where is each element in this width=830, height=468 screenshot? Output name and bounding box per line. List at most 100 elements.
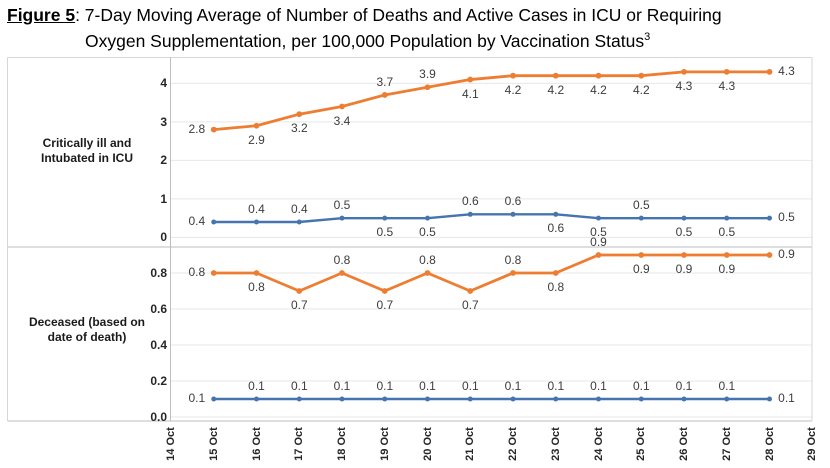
data-point-marker-orange [766, 252, 773, 258]
data-label: 3.4 [333, 113, 351, 128]
data-label: 0.6 [504, 194, 522, 209]
x-tick-label: 27 Oct [720, 427, 733, 461]
data-label: 4.3 [718, 78, 736, 93]
data-point-marker-orange [467, 76, 474, 83]
x-tick-label: 14 Oct [165, 427, 177, 461]
data-point-marker-orange [210, 126, 217, 133]
data-point-marker-orange [467, 288, 474, 294]
data-label: 0.1 [461, 379, 479, 393]
figure-label: Figure 5 [7, 5, 76, 25]
data-point-marker-orange [253, 122, 260, 129]
figure-footnote-marker: 3 [644, 31, 651, 43]
data-point-marker-blue [254, 396, 259, 402]
data-label: 0.5 [718, 225, 736, 240]
data-point-marker-blue [510, 211, 516, 217]
data-label: 0.9 [632, 262, 650, 276]
y-tick-label: 0 [160, 230, 167, 245]
x-tick-label: 20 Oct [421, 427, 434, 461]
data-point-marker-blue [467, 211, 473, 217]
series-line-deceased-orange [212, 253, 771, 293]
data-label: 3.2 [290, 121, 308, 136]
data-point-marker-orange [638, 252, 645, 258]
data-point-marker-blue [211, 396, 217, 402]
data-point-marker-blue [382, 396, 388, 402]
x-tick-label: 29 Oct [806, 427, 819, 461]
y-tick-label: 2 [160, 153, 167, 168]
data-label: 4.2 [632, 82, 650, 97]
data-point-marker-orange [296, 288, 303, 294]
y-tick-label: 0.4 [150, 338, 167, 352]
data-label: 0.1 [718, 379, 736, 393]
data-label: 0.1 [632, 379, 650, 393]
data-point-marker-blue [724, 215, 730, 221]
data-point-marker-blue [211, 219, 217, 225]
y-tick-label: 0.6 [150, 302, 167, 316]
row-label-icu: Critically ill and Intubated in ICU [41, 136, 133, 165]
x-tick-label: 25 Oct [635, 427, 648, 461]
data-label: 0.4 [290, 202, 308, 216]
data-label: 0.5 [632, 198, 650, 213]
data-label: 2.8 [188, 121, 206, 136]
data-label: 0.4 [248, 202, 265, 216]
data-point-marker-orange [381, 92, 388, 98]
data-point-marker-orange [681, 252, 687, 258]
x-tick-label: 19 Oct [378, 427, 391, 461]
data-point-marker-orange [296, 111, 303, 118]
data-point-marker-blue [553, 396, 559, 402]
data-label: 0.1 [376, 379, 394, 393]
x-tick-label: 26 Oct [678, 427, 690, 461]
y-tick-label: 0.0 [150, 410, 167, 424]
data-label: 0.1 [419, 379, 436, 393]
data-point-marker-blue [681, 215, 687, 221]
x-tick-label: 24 Oct [592, 427, 605, 461]
x-tick-label: 17 Oct [293, 427, 306, 461]
data-point-marker-blue [510, 396, 516, 402]
data-point-marker-orange [766, 68, 773, 75]
data-label: 0.5 [590, 225, 607, 240]
data-point-marker-blue [296, 396, 302, 402]
data-point-marker-orange [253, 270, 260, 276]
data-label: 2.9 [248, 132, 265, 147]
data-label: 3.9 [419, 67, 436, 82]
data-label: 0.1 [188, 391, 206, 405]
x-tick-label: 18 Oct [336, 427, 348, 461]
data-label: 0.4 [188, 214, 206, 228]
data-label: 4.1 [461, 86, 479, 101]
data-label: 3.7 [376, 74, 394, 89]
data-label: 0.8 [188, 265, 206, 279]
data-label: 0.8 [333, 253, 351, 267]
data-point-marker-orange [595, 252, 602, 258]
data-point-marker-orange [424, 270, 431, 276]
data-label: 0.9 [590, 235, 607, 249]
data-point-marker-blue [596, 396, 601, 402]
data-label: 0.7 [461, 298, 479, 312]
data-point-marker-blue [382, 215, 388, 221]
x-tick-label: 23 Oct [549, 427, 562, 461]
x-tick-label: 16 Oct [250, 427, 263, 461]
data-label: 4.3 [778, 63, 795, 78]
data-label: 0.1 [290, 379, 308, 393]
data-label: 0.5 [376, 225, 394, 240]
data-point-marker-blue [296, 219, 302, 225]
data-label: 0.1 [778, 391, 795, 405]
data-point-marker-orange [339, 270, 345, 276]
data-label: 0.1 [504, 379, 522, 393]
data-point-marker-orange [595, 72, 602, 79]
x-tick-label: 28 Oct [763, 427, 776, 461]
data-point-marker-orange [552, 270, 559, 276]
data-point-marker-orange [681, 68, 687, 75]
data-label: 0.7 [290, 298, 308, 312]
data-label: 4.3 [675, 78, 693, 93]
y-tick-label: 3 [160, 114, 167, 129]
data-label: 0.9 [675, 262, 693, 276]
data-point-marker-orange [510, 270, 516, 276]
data-point-marker-blue [339, 396, 345, 402]
data-point-marker-blue [638, 215, 644, 221]
data-label: 0.8 [248, 280, 265, 294]
data-label: 0.5 [675, 225, 693, 240]
x-tick-label: 21 Oct [464, 427, 477, 461]
data-label: 0.9 [718, 262, 736, 276]
data-point-marker-blue [425, 215, 430, 221]
